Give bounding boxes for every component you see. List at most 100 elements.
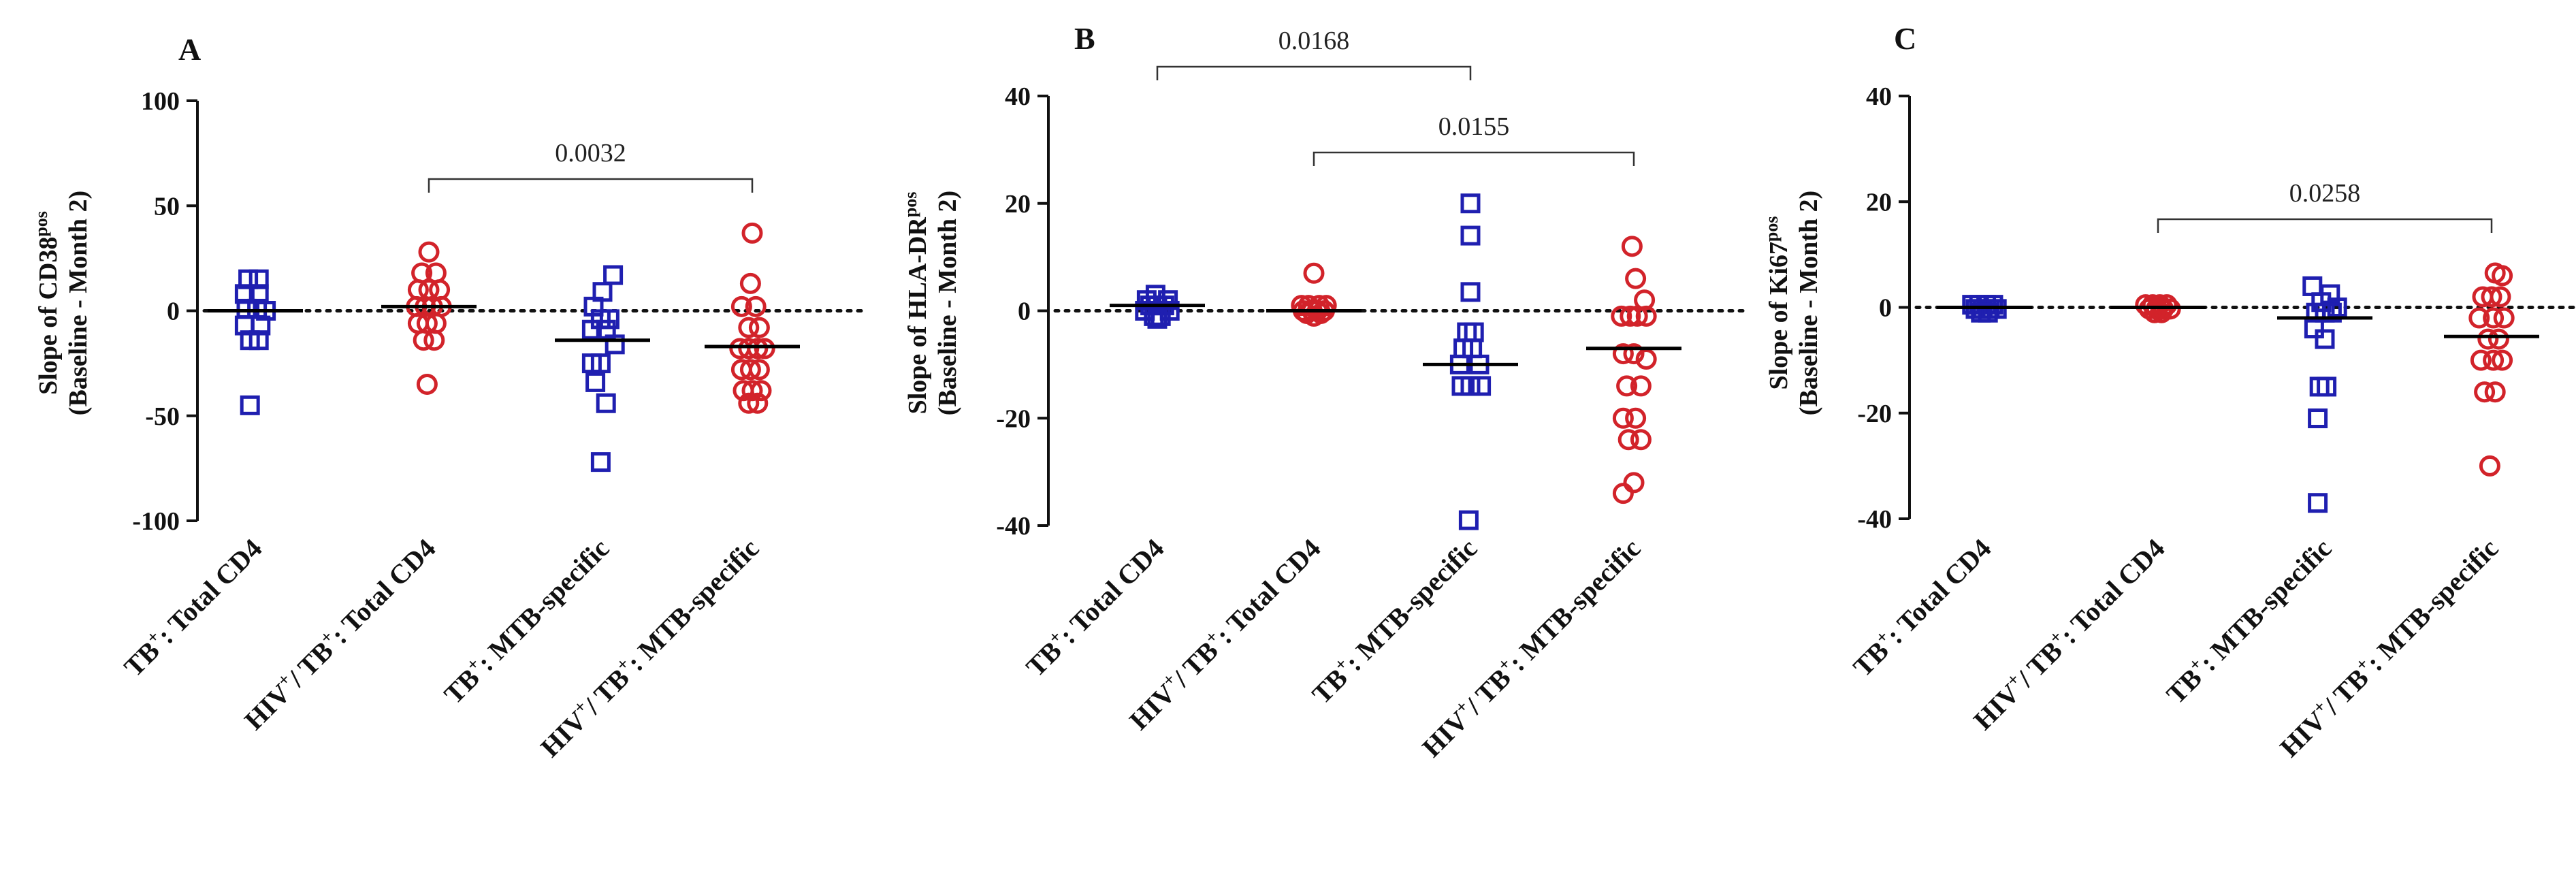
- data-point: [1612, 343, 1634, 365]
- data-point: [2488, 328, 2509, 350]
- data-point: [2492, 265, 2513, 287]
- category-label: TB+: MTB-specific: [2159, 531, 2337, 709]
- data-point: [1303, 305, 1325, 327]
- data-point: [2484, 381, 2506, 403]
- data-point: [1620, 305, 1641, 327]
- data-point: [1621, 236, 1643, 257]
- data-point: [1612, 407, 1634, 429]
- data-point: [2315, 329, 2335, 349]
- data-point: [730, 295, 752, 317]
- data-point: [599, 309, 619, 330]
- data-point: [747, 338, 769, 359]
- data-point: [1616, 375, 1638, 397]
- data-point: [2304, 319, 2324, 339]
- y-tick-label: 0: [1879, 294, 1892, 323]
- data-point: [2493, 307, 2515, 329]
- data-point: [1460, 225, 1481, 246]
- data-point: [418, 241, 440, 263]
- data-point: [745, 295, 767, 317]
- y-tick-label: -40: [1857, 505, 1892, 534]
- significance-bracket: [1156, 65, 1472, 80]
- y-axis-label: Slope of HLA-DRpos (Baseline - Month 2): [901, 191, 962, 415]
- data-point: [1630, 429, 1652, 451]
- p-value-label: 0.0258: [2289, 179, 2361, 208]
- data-point: [1458, 510, 1479, 530]
- data-point: [2481, 286, 2502, 308]
- data-point: [1460, 193, 1481, 214]
- category-label: HIV+/ TB+: Total CD4: [237, 531, 441, 735]
- y-tick-label: 20: [1866, 188, 1892, 216]
- data-point: [2308, 408, 2328, 429]
- y-tick-label: -20: [996, 404, 1031, 433]
- significance-bracket: [1313, 151, 1635, 166]
- category-label: TB+: MTB-specific: [1304, 531, 1483, 709]
- y-tick-label: -50: [145, 402, 180, 431]
- data-point: [1471, 376, 1492, 396]
- data-point: [1617, 429, 1639, 451]
- data-point: [2483, 349, 2505, 371]
- data-point: [739, 272, 761, 294]
- data-point: [2477, 328, 2499, 350]
- data-point: [585, 372, 606, 392]
- y-tick-label: 40: [1866, 82, 1892, 111]
- p-value-label: 0.0155: [1438, 112, 1510, 141]
- y-tick-label: -100: [132, 507, 180, 536]
- y-tick-label: 50: [154, 192, 180, 221]
- data-point: [413, 330, 434, 351]
- data-point: [2308, 493, 2328, 513]
- data-point: [2327, 298, 2347, 317]
- data-point: [1625, 268, 1647, 289]
- data-point: [2321, 302, 2342, 323]
- category-label: TB+: Total CD4: [116, 531, 268, 682]
- data-point: [423, 330, 445, 351]
- data-point: [741, 380, 763, 402]
- panel-b: B 40 20 0 -20 -40 Slope of HLA-DRpos (Baseline …: [901, 21, 1748, 763]
- data-point: [747, 392, 769, 414]
- data-point: [738, 317, 760, 338]
- data-point: [2479, 455, 2500, 477]
- category-label: TB+: Total CD4: [1846, 531, 1997, 682]
- data-point: [1460, 376, 1481, 396]
- data-point: [1623, 343, 1645, 365]
- significance-bracket: [2157, 218, 2493, 233]
- data-point: [750, 380, 772, 402]
- data-point: [590, 353, 611, 374]
- data-point: [1635, 348, 1657, 370]
- data-point: [1626, 305, 1648, 327]
- panel-c: C40 20 0 -20 -40 Slope of Ki67pos (Baseline - …: [1762, 21, 2576, 763]
- category-label: TB+: MTB-specific: [436, 531, 615, 709]
- data-point: [1460, 282, 1481, 302]
- data-point: [1630, 375, 1652, 397]
- data-point: [603, 265, 624, 285]
- p-value-label: 0.0168: [1278, 27, 1350, 55]
- y-tick-label: 40: [1005, 82, 1031, 111]
- data-point: [2470, 349, 2492, 371]
- data-point: [240, 395, 260, 415]
- data-point: [1147, 308, 1168, 329]
- y-tick-label: 20: [1005, 190, 1031, 219]
- data-point: [1635, 305, 1657, 327]
- y-axis-label: Slope of CD38pos (Baseline - Month 2): [31, 191, 93, 415]
- y-tick-label: 0: [167, 298, 180, 326]
- data-point: [1612, 483, 1634, 504]
- data-point: [2474, 381, 2496, 403]
- data-point: [738, 392, 760, 414]
- y-tick-label: 0: [1018, 298, 1031, 326]
- category-label: TB+: Total CD4: [1018, 531, 1170, 682]
- data-point: [738, 338, 760, 359]
- panel-letter: A: [178, 32, 201, 67]
- y-tick-label: 100: [141, 87, 180, 116]
- y-tick-label: -40: [996, 512, 1031, 541]
- data-point: [248, 330, 269, 351]
- data-point: [1150, 306, 1171, 326]
- data-point: [596, 393, 616, 413]
- panel-a: A 100 50 0 -50 -100 Slope of CD38pos (Baseline …: [31, 32, 867, 763]
- data-point: [741, 222, 763, 244]
- data-point: [748, 359, 770, 381]
- p-value-label: 0.0032: [555, 139, 626, 167]
- data-point: [416, 373, 438, 395]
- y-axis-label: Slope of Ki67pos (Baseline - Month 2): [1762, 191, 1823, 415]
- data-point: [1623, 472, 1645, 494]
- data-point: [754, 338, 775, 359]
